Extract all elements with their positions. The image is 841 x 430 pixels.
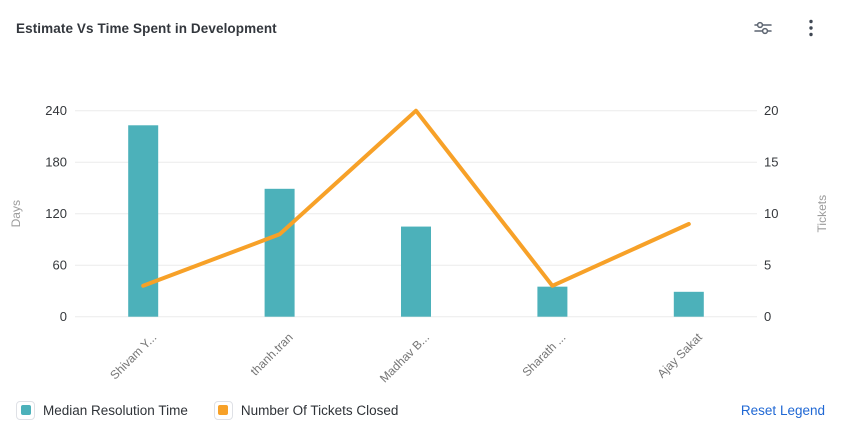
right-axis-tick-label: 0 bbox=[764, 309, 771, 324]
left-axis-tick-label: 180 bbox=[45, 155, 67, 170]
legend-swatch-line bbox=[213, 400, 233, 420]
chart-canvas[interactable]: 0 60 120 180 240 0 5 10 15 20 Days Tickets Shivam Y.… bbox=[0, 56, 841, 390]
left-axis-tick-label: 60 bbox=[53, 258, 67, 273]
x-axis-label: Sharath ... bbox=[519, 330, 568, 379]
legend-swatch-bar bbox=[16, 400, 35, 420]
header-actions bbox=[751, 16, 823, 40]
legend-label: Number Of Tickets Closed bbox=[240, 402, 399, 418]
legend: Median Resolution Time Number Of Tickets… bbox=[16, 400, 399, 420]
legend-label: Median Resolution Time bbox=[43, 402, 188, 418]
bar-Shivam Y...[interactable] bbox=[128, 125, 159, 317]
filter-sliders-icon[interactable] bbox=[751, 16, 775, 40]
chart-footer: Median Resolution Time Number Of Tickets… bbox=[0, 390, 841, 430]
right-axis-tick-label: 15 bbox=[764, 155, 778, 170]
chart-header: Estimate Vs Time Spent in Development bbox=[0, 0, 841, 56]
left-axis-tick-label: 120 bbox=[45, 206, 67, 221]
left-axis-tick-label: 0 bbox=[60, 309, 67, 324]
x-axis-label: Madhav B... bbox=[377, 330, 432, 385]
x-axis-label: Shivam Y... bbox=[107, 330, 159, 382]
right-axis-name: Tickets bbox=[815, 195, 829, 233]
line-number-of-tickets-closed[interactable] bbox=[141, 108, 691, 288]
chart-plot-area: 0 60 120 180 240 0 5 10 15 20 Days Tickets Shivam Y.… bbox=[0, 56, 841, 390]
right-axis-tick-label: 20 bbox=[764, 103, 778, 118]
reset-legend-link[interactable]: Reset Legend bbox=[740, 402, 825, 418]
bar-Madhav B...[interactable] bbox=[401, 226, 431, 317]
chart-title: Estimate Vs Time Spent in Development bbox=[16, 20, 277, 36]
x-axis-label: Ajay Sakat bbox=[654, 330, 705, 381]
left-axis-name: Days bbox=[9, 200, 23, 227]
right-axis-tick-label: 5 bbox=[764, 258, 771, 273]
x-axis-label: thanh.tran bbox=[248, 330, 296, 378]
kebab-menu-icon[interactable] bbox=[799, 16, 823, 40]
legend-item-number-of-tickets-closed[interactable]: Number Of Tickets Closed bbox=[213, 400, 399, 420]
bar-Ajay Sakat[interactable] bbox=[673, 291, 704, 317]
left-axis-tick-label: 240 bbox=[45, 103, 67, 118]
bar-Sharath ...[interactable] bbox=[537, 286, 568, 317]
right-axis-tick-label: 10 bbox=[764, 206, 778, 221]
legend-item-median-resolution-time[interactable]: Median Resolution Time bbox=[16, 400, 188, 420]
bar-thanh.tran[interactable] bbox=[264, 188, 295, 317]
